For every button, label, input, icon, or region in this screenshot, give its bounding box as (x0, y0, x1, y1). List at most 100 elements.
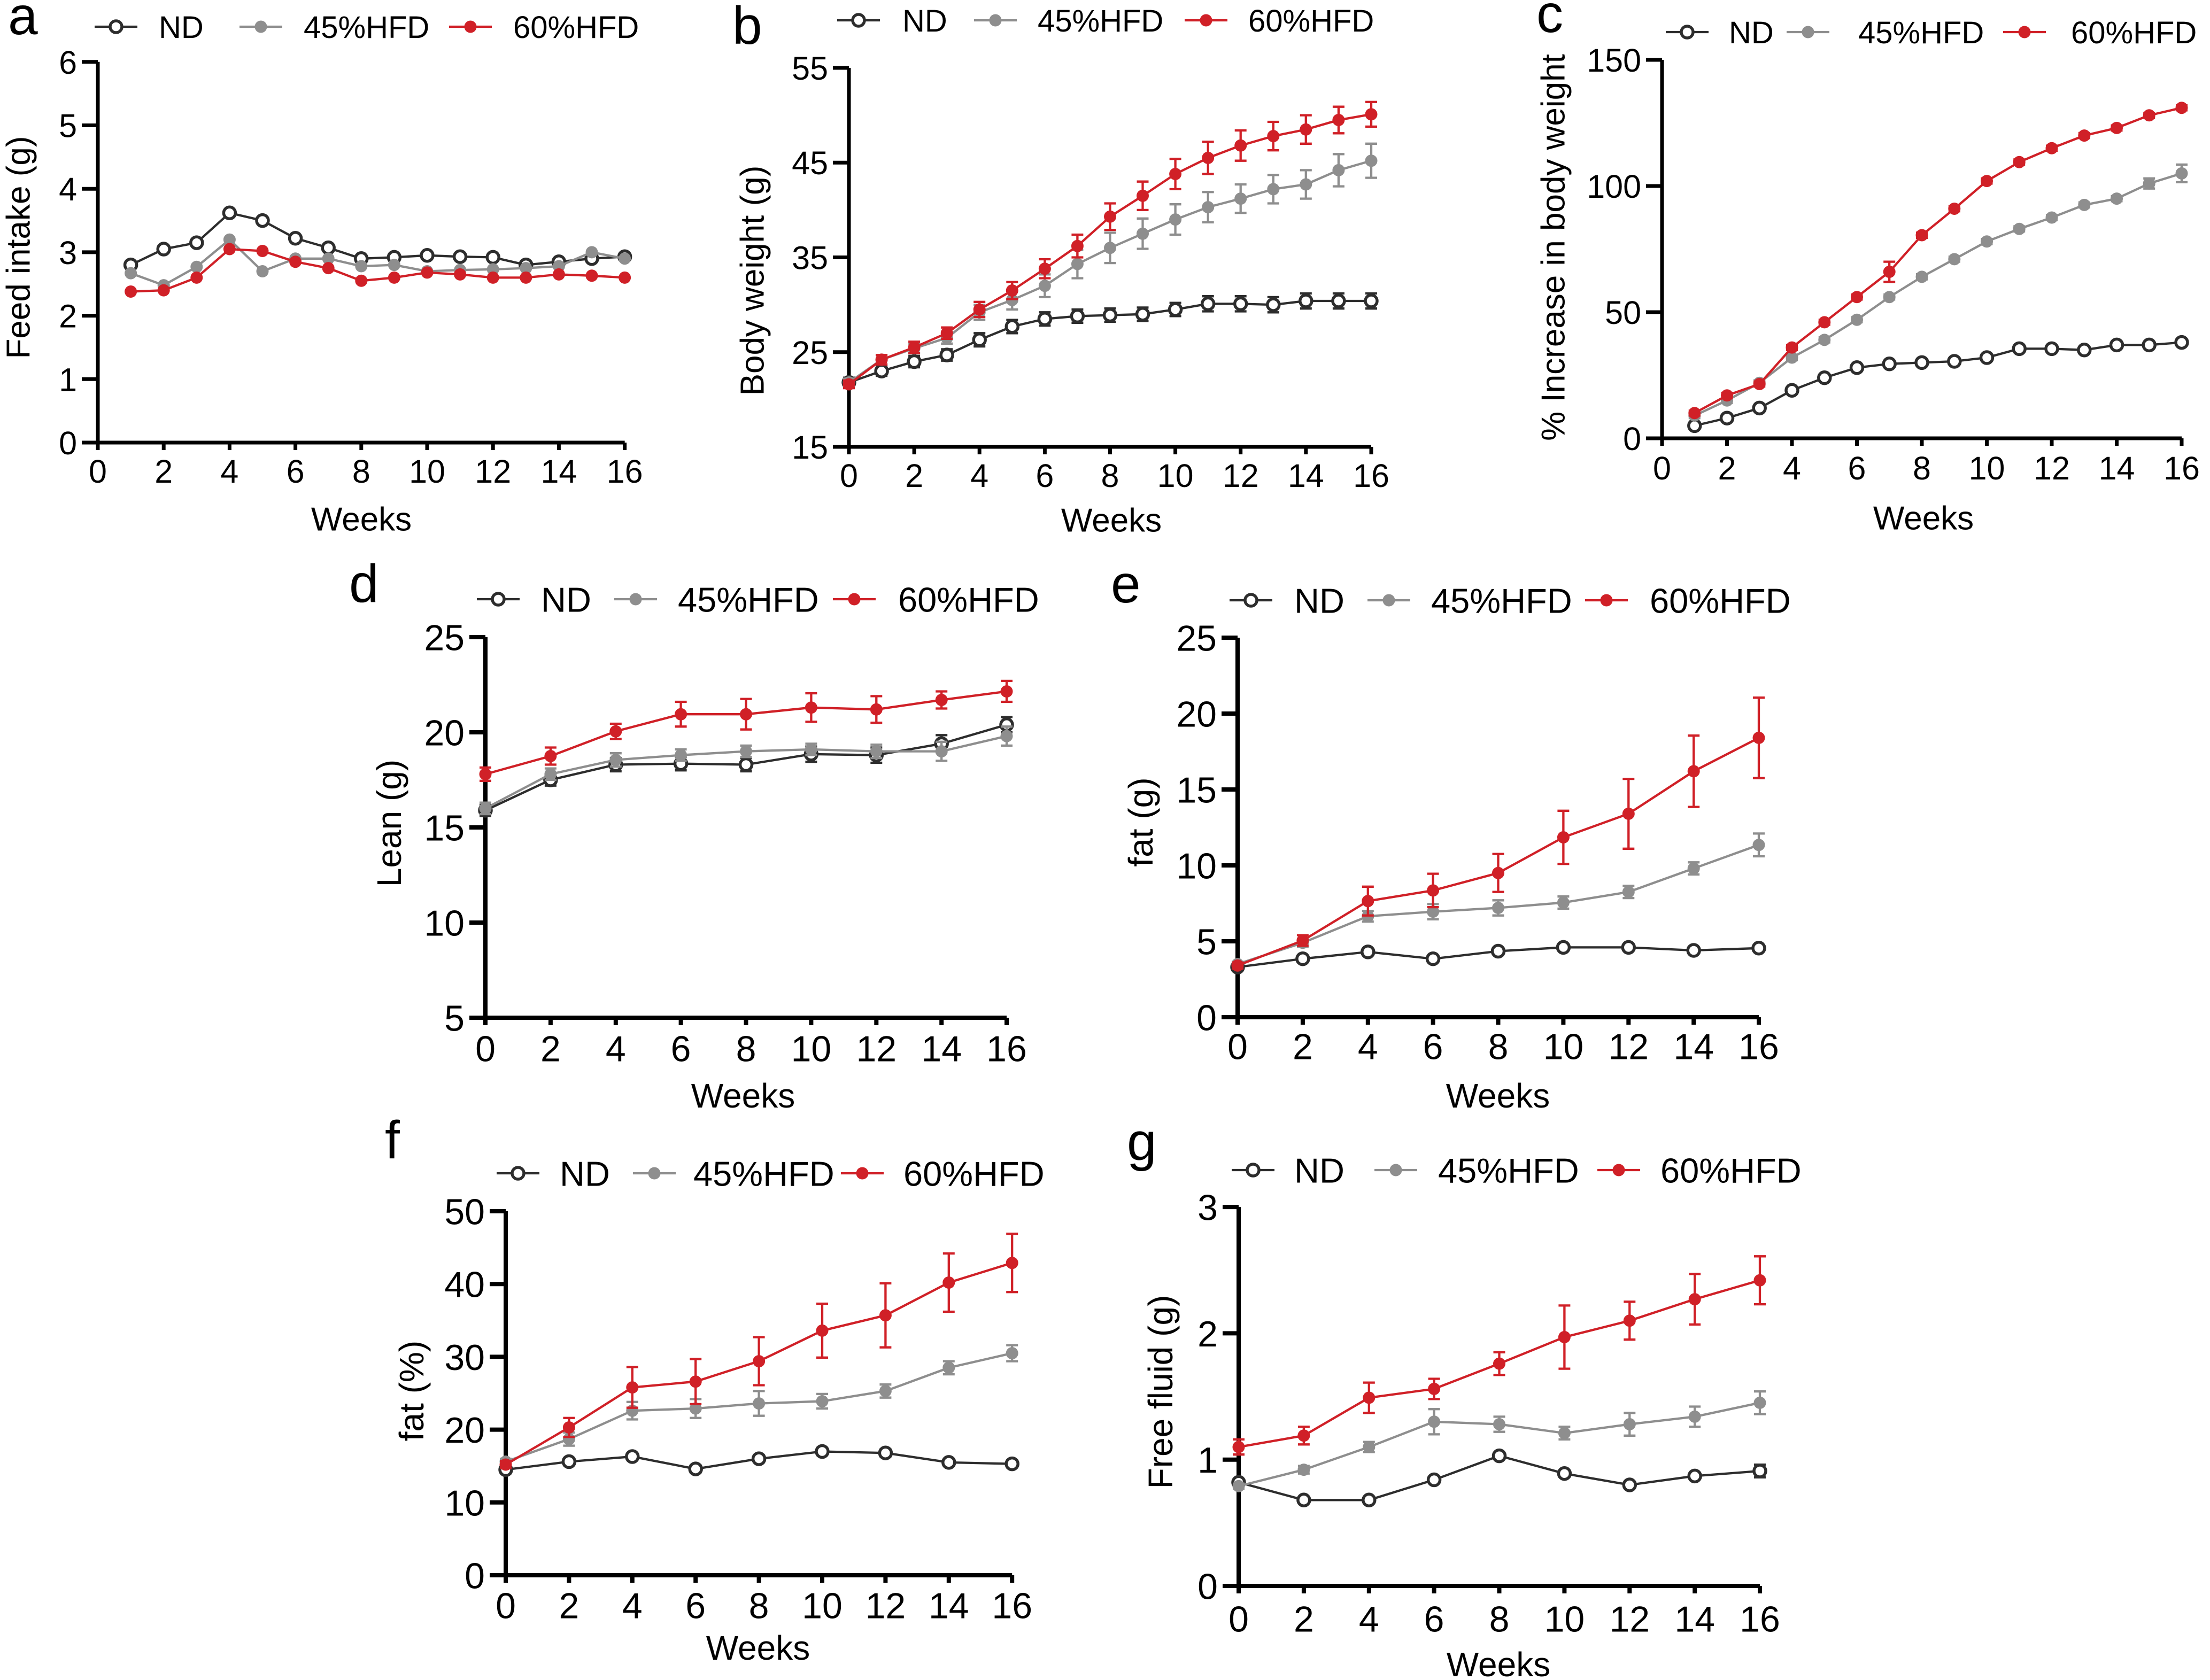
svg-text:8: 8 (1913, 450, 1931, 486)
svg-text:45%HFD: 45%HFD (1438, 1151, 1579, 1190)
svg-text:60%HFD: 60%HFD (1650, 581, 1791, 620)
svg-text:1: 1 (59, 361, 77, 398)
svg-text:6: 6 (1424, 1599, 1444, 1639)
svg-text:12: 12 (1223, 458, 1259, 494)
svg-text:4: 4 (970, 458, 988, 494)
svg-text:4: 4 (220, 453, 238, 490)
svg-text:100: 100 (1587, 168, 1641, 205)
svg-text:6: 6 (685, 1585, 706, 1626)
svg-text:b: b (732, 0, 762, 56)
svg-text:5: 5 (59, 107, 77, 144)
svg-text:Weeks: Weeks (691, 1077, 795, 1115)
svg-text:25: 25 (424, 617, 465, 658)
svg-text:10: 10 (1157, 458, 1194, 494)
svg-text:0: 0 (1653, 450, 1671, 486)
svg-text:16: 16 (1353, 458, 1389, 494)
svg-text:14: 14 (2099, 450, 2135, 486)
svg-text:0: 0 (840, 458, 858, 494)
svg-text:2: 2 (59, 298, 77, 335)
svg-text:4: 4 (1358, 1026, 1378, 1067)
svg-text:10: 10 (791, 1028, 832, 1069)
svg-text:60%HFD: 60%HFD (898, 580, 1039, 619)
svg-text:16: 16 (1740, 1599, 1780, 1639)
svg-text:12: 12 (475, 453, 511, 490)
svg-text:ND: ND (560, 1154, 610, 1193)
svg-text:20: 20 (444, 1410, 485, 1451)
svg-text:60%HFD: 60%HFD (513, 10, 639, 45)
svg-text:16: 16 (992, 1585, 1032, 1626)
svg-text:60%HFD: 60%HFD (1660, 1151, 1802, 1190)
svg-text:Weeks: Weeks (1447, 1645, 1550, 1680)
svg-text:0: 0 (1228, 1599, 1249, 1639)
svg-text:2: 2 (559, 1585, 579, 1626)
svg-text:2: 2 (1294, 1599, 1314, 1639)
svg-text:12: 12 (2034, 450, 2070, 486)
svg-text:16: 16 (2163, 450, 2200, 486)
svg-text:12: 12 (1608, 1026, 1649, 1067)
svg-text:14: 14 (1673, 1026, 1714, 1067)
svg-text:6: 6 (287, 453, 305, 490)
svg-text:8: 8 (736, 1028, 756, 1069)
svg-text:14: 14 (1674, 1599, 1715, 1639)
svg-text:10: 10 (409, 453, 445, 490)
svg-text:4: 4 (622, 1585, 643, 1626)
svg-text:ND: ND (1729, 16, 1774, 50)
svg-text:6: 6 (671, 1028, 691, 1069)
svg-text:6: 6 (1036, 458, 1054, 494)
svg-text:5: 5 (444, 998, 465, 1039)
svg-text:Body weight (g): Body weight (g) (734, 166, 771, 396)
svg-text:8: 8 (1489, 1599, 1510, 1639)
svg-text:0: 0 (1227, 1026, 1248, 1067)
svg-text:0: 0 (496, 1585, 516, 1626)
svg-text:14: 14 (929, 1585, 969, 1626)
svg-text:50: 50 (444, 1191, 485, 1232)
svg-text:45%HFD: 45%HFD (693, 1154, 834, 1193)
svg-text:8: 8 (1101, 458, 1119, 494)
svg-text:4: 4 (59, 171, 77, 207)
svg-text:5: 5 (1196, 922, 1217, 962)
svg-text:60%HFD: 60%HFD (1248, 4, 1374, 38)
svg-text:2: 2 (540, 1028, 561, 1069)
svg-text:10: 10 (802, 1585, 843, 1626)
svg-text:45%HFD: 45%HFD (1038, 4, 1163, 38)
svg-text:25: 25 (1176, 618, 1217, 659)
svg-text:4: 4 (1359, 1599, 1379, 1639)
svg-text:fat (g): fat (g) (1122, 777, 1160, 866)
svg-text:0: 0 (465, 1555, 485, 1596)
svg-text:12: 12 (856, 1028, 897, 1069)
svg-text:6: 6 (1423, 1026, 1443, 1067)
svg-text:Weeks: Weeks (1446, 1077, 1550, 1115)
svg-text:10: 10 (444, 1483, 485, 1523)
svg-text:60%HFD: 60%HFD (2071, 16, 2197, 50)
svg-text:20: 20 (1176, 694, 1217, 734)
svg-text:14: 14 (540, 453, 577, 490)
svg-text:1: 1 (1197, 1440, 1218, 1481)
svg-text:d: d (349, 554, 379, 614)
svg-text:ND: ND (902, 4, 947, 38)
svg-text:14: 14 (921, 1028, 962, 1069)
svg-text:a: a (8, 0, 38, 46)
svg-text:30: 30 (444, 1337, 485, 1378)
svg-text:8: 8 (352, 453, 370, 490)
svg-text:2: 2 (1718, 450, 1736, 486)
svg-text:f: f (385, 1110, 400, 1170)
svg-text:4: 4 (606, 1028, 626, 1069)
svg-text:% Increase in body weight: % Increase in body weight (1535, 54, 1572, 441)
svg-text:45%HFD: 45%HFD (1431, 581, 1572, 620)
svg-text:ND: ND (1294, 1151, 1344, 1190)
svg-text:0: 0 (475, 1028, 496, 1069)
svg-text:Lean (g): Lean (g) (370, 760, 408, 887)
svg-text:0: 0 (89, 453, 107, 490)
svg-text:ND: ND (541, 580, 591, 619)
svg-text:6: 6 (59, 44, 77, 81)
svg-text:g: g (1127, 1112, 1157, 1172)
svg-text:2: 2 (154, 453, 173, 490)
svg-text:fat (%): fat (%) (392, 1341, 431, 1441)
svg-text:0: 0 (1196, 997, 1217, 1038)
svg-text:Weeks: Weeks (311, 501, 412, 538)
svg-text:10: 10 (1543, 1026, 1584, 1067)
svg-text:3: 3 (59, 235, 77, 271)
svg-text:e: e (1111, 554, 1141, 614)
svg-text:4: 4 (1783, 450, 1801, 486)
svg-text:8: 8 (749, 1585, 769, 1626)
